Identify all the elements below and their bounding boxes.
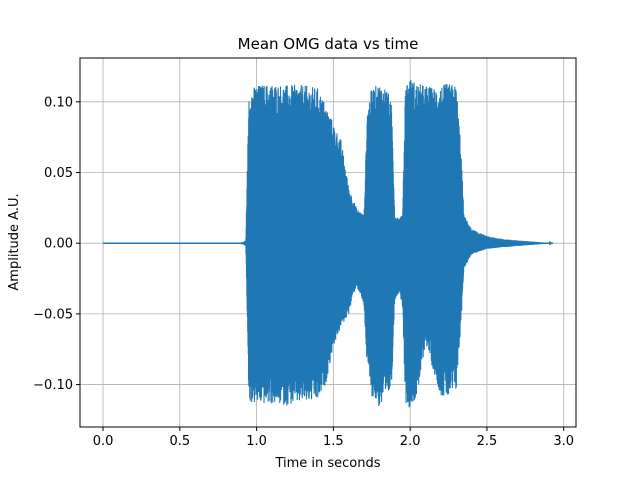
x-tick-label: 0.0 (93, 434, 114, 449)
y-axis: −0.10 −0.05 0.00 0.05 0.10 (33, 95, 80, 393)
y-tick-label: −0.10 (33, 378, 73, 393)
chart-title: Mean OMG data vs time (238, 35, 419, 53)
signal-waveform (103, 80, 554, 408)
x-tick-label: 3.0 (553, 434, 574, 449)
plot-frame (79, 57, 577, 428)
y-tick-label: 0.10 (44, 95, 73, 110)
x-axis-label: Time in seconds (274, 456, 380, 471)
x-tick-label: 2.0 (400, 434, 421, 449)
y-tick-label: 0.05 (44, 166, 73, 181)
y-axis-label: Amplitude A.U. (7, 193, 22, 290)
x-tick-label: 1.5 (323, 434, 344, 449)
x-tick-label: 1.0 (246, 434, 267, 449)
y-tick-label: 0.00 (44, 237, 73, 252)
x-tick-label: 2.5 (477, 434, 498, 449)
y-tick-label: −0.05 (33, 307, 73, 322)
x-axis: 0.0 0.5 1.0 1.5 2.0 2.5 3.0 (93, 427, 574, 449)
x-tick-label: 0.5 (169, 434, 190, 449)
